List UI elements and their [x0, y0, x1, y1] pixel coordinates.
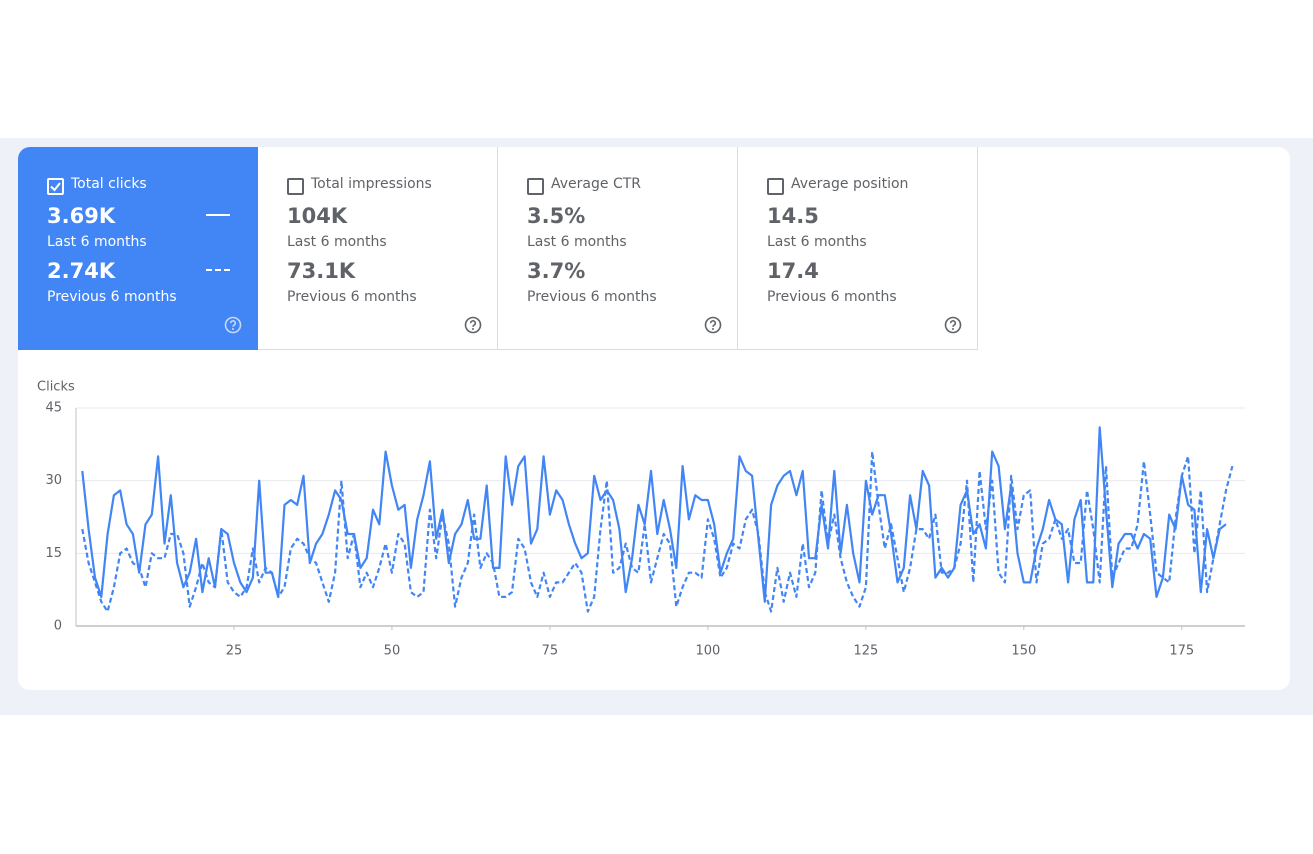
- dashed-legend: [206, 269, 230, 271]
- y-axis-label: Clicks: [37, 380, 75, 395]
- checkbox: [287, 178, 304, 195]
- metric-label: Average position: [791, 176, 909, 192]
- chart: Clicks 0 15 30 45 25 50 75 100 125 150 175: [37, 380, 1245, 659]
- current-period: Last 6 months: [527, 234, 627, 250]
- x-tick-label: 25: [226, 644, 243, 659]
- x-tick-label: 175: [1169, 644, 1194, 659]
- metric-label: Average CTR: [551, 176, 641, 192]
- x-tick-label: 150: [1011, 644, 1036, 659]
- previous-value: 17.4: [767, 259, 819, 283]
- dashed-line: [81, 450, 1234, 613]
- solid-legend: [206, 214, 230, 216]
- performance-panel: Total clicks 3.69K Last 6 months 2.74K Previ…: [18, 147, 1290, 690]
- metric-label: Total clicks: [71, 176, 147, 192]
- y-tick-label: 0: [54, 619, 62, 634]
- y-tick-label: 30: [45, 473, 62, 488]
- checkbox: [527, 178, 544, 195]
- x-tick-label: 125: [853, 644, 878, 659]
- help-icon: [704, 316, 722, 338]
- current-value: 3.69K: [47, 204, 116, 228]
- current-period: Last 6 months: [287, 234, 387, 250]
- x-tick-label: 100: [695, 644, 720, 659]
- current-value: 14.5: [767, 204, 819, 228]
- previous-value: 73.1K: [287, 259, 356, 283]
- y-tick-label: 15: [45, 546, 62, 561]
- checkbox: [767, 178, 784, 195]
- help-icon: [224, 316, 242, 338]
- previous-period: Previous 6 months: [527, 289, 657, 305]
- help-icon: [944, 316, 962, 338]
- previous-value: 3.7%: [527, 259, 586, 283]
- help-icon: [464, 316, 482, 338]
- previous-period: Previous 6 months: [767, 289, 897, 305]
- current-value: 104K: [287, 204, 348, 228]
- metric-card[interactable]: Total clicks 3.69K Last 6 months 2.74K Previ…: [18, 147, 258, 350]
- previous-period: Previous 6 months: [47, 289, 177, 305]
- metric-card[interactable]: Average CTR 3.5% Last 6 months 3.7% Previous…: [498, 147, 738, 350]
- x-tick-label: 75: [542, 644, 559, 659]
- current-period: Last 6 months: [47, 234, 147, 250]
- x-tick-label: 50: [384, 644, 401, 659]
- current-value: 3.5%: [527, 204, 586, 228]
- previous-value: 2.74K: [47, 259, 116, 283]
- metric-card[interactable]: Total impressions 104K Last 6 months 73.1K P…: [258, 147, 498, 350]
- y-tick-label: 45: [45, 401, 62, 416]
- checkbox: [47, 178, 64, 195]
- metric-card[interactable]: Average position 14.5 Last 6 months 17.4 Pre…: [738, 147, 978, 350]
- metric-label: Total impressions: [311, 176, 432, 192]
- solid-line: [81, 426, 1227, 603]
- current-period: Last 6 months: [767, 234, 867, 250]
- previous-period: Previous 6 months: [287, 289, 417, 305]
